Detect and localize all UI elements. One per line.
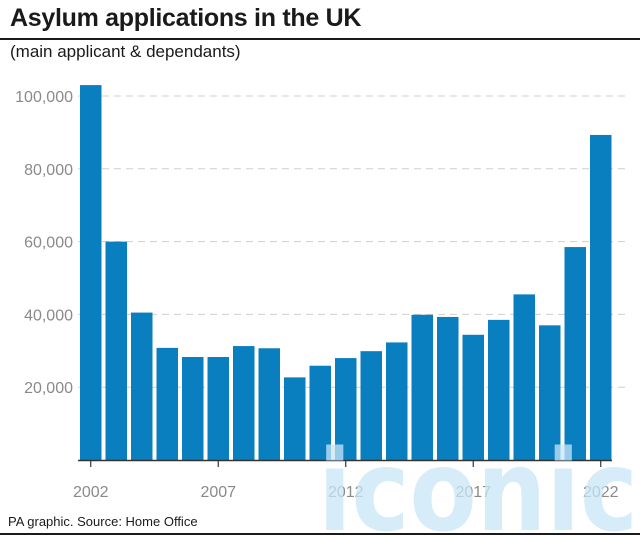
x-tick-label: 2022: [583, 484, 619, 501]
bar-2018: [488, 319, 510, 460]
bar-2016: [437, 316, 459, 460]
bar-2022: [590, 134, 612, 460]
chart-subtitle: (main applicant & dependants): [10, 42, 241, 61]
y-tick-label: 100,000: [15, 89, 73, 106]
footer-rule: [0, 533, 640, 535]
y-tick-label: 20,000: [24, 380, 73, 397]
x-tick-label: 2017: [455, 484, 491, 501]
bar-2021: [564, 247, 586, 460]
watermark-text: iconic: [318, 440, 638, 537]
bar-2017: [462, 334, 484, 460]
bar-2010: [284, 377, 306, 460]
bar-2009: [258, 348, 280, 460]
bar-2020: [539, 325, 561, 460]
title-rule: [0, 38, 640, 40]
y-tick-label: 80,000: [24, 162, 73, 179]
bar-2004: [131, 312, 153, 460]
y-tick-label: 60,000: [24, 235, 73, 252]
bar-2006: [182, 356, 204, 460]
bar-2012: [335, 358, 357, 460]
bar-2002: [80, 85, 102, 460]
x-tick-label: 2012: [328, 484, 364, 501]
bar-2003: [105, 241, 127, 460]
bar-2011: [309, 365, 331, 460]
bar-2005: [156, 347, 178, 460]
bar-2008: [233, 346, 255, 460]
chart-title: Asylum applications in the UK: [10, 4, 362, 32]
x-tick-label: 2007: [200, 484, 236, 501]
bar-2019: [513, 294, 535, 460]
bar-2007: [207, 356, 229, 460]
y-tick-label: 40,000: [24, 307, 73, 324]
bar-2014: [386, 342, 408, 460]
x-tick-label: 2002: [73, 484, 109, 501]
bar-2013: [360, 351, 382, 460]
source-note: PA graphic. Source: Home Office: [8, 514, 198, 529]
bar-chart: 20,000 40,000 60,000 80,000 100,000 2002 2007 2…: [15, 85, 626, 501]
bar-2015: [411, 314, 433, 460]
iconic-watermark-logo: iconic: [318, 440, 638, 537]
